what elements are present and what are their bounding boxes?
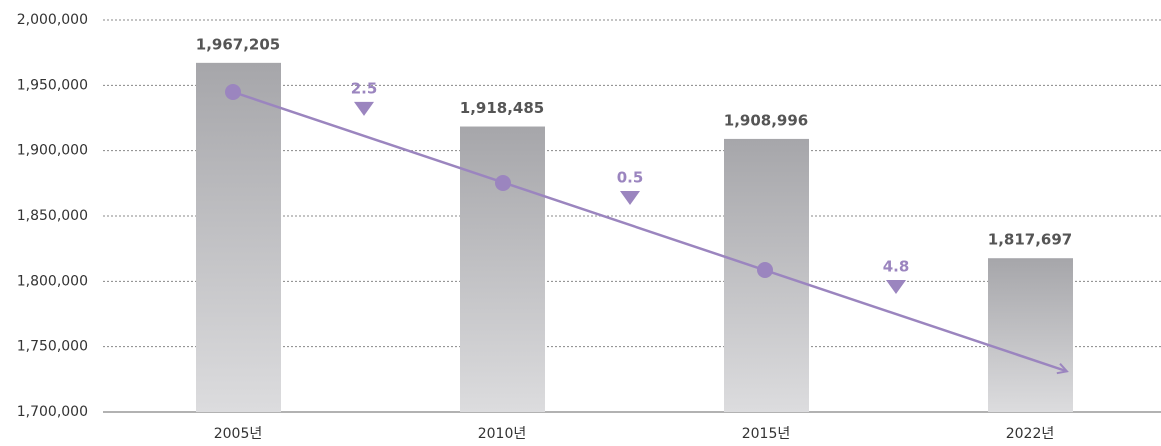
x-tick-label: 2005년 (214, 426, 263, 442)
y-tick-label: 1,850,000 (17, 208, 88, 224)
annotation: 2.5 (351, 79, 378, 97)
bar (196, 62, 281, 412)
x-tick-label: 2015년 (742, 426, 791, 442)
y-tick-label: 1,950,000 (17, 77, 88, 93)
value-label: 1,967,205 (196, 35, 280, 53)
trend-dot (757, 262, 773, 278)
decrease-marker (886, 280, 906, 295)
x-tick-label: 2010년 (478, 426, 527, 442)
y-tick-label: 1,900,000 (17, 143, 88, 159)
trend-arrow (232, 90, 1066, 371)
bar (460, 126, 545, 412)
value-label: 1,918,485 (460, 99, 544, 117)
decrease-marker (620, 190, 640, 205)
x-tick-label: 2022년 (1006, 426, 1055, 442)
y-tick-label: 1,700,000 (17, 404, 88, 420)
y-tick-label: 1,800,000 (17, 273, 88, 289)
trend-dot (225, 84, 241, 100)
bar (988, 258, 1073, 412)
value-label: 1,908,996 (724, 111, 808, 129)
trend-dot (495, 175, 511, 191)
decrease-marker (354, 101, 374, 116)
annotation: 4.8 (883, 258, 910, 276)
annotation: 0.5 (617, 168, 644, 186)
y-tick-label: 1,750,000 (17, 339, 88, 355)
y-tick-label: 2,000,000 (17, 12, 88, 28)
value-label: 1,817,697 (988, 231, 1072, 249)
